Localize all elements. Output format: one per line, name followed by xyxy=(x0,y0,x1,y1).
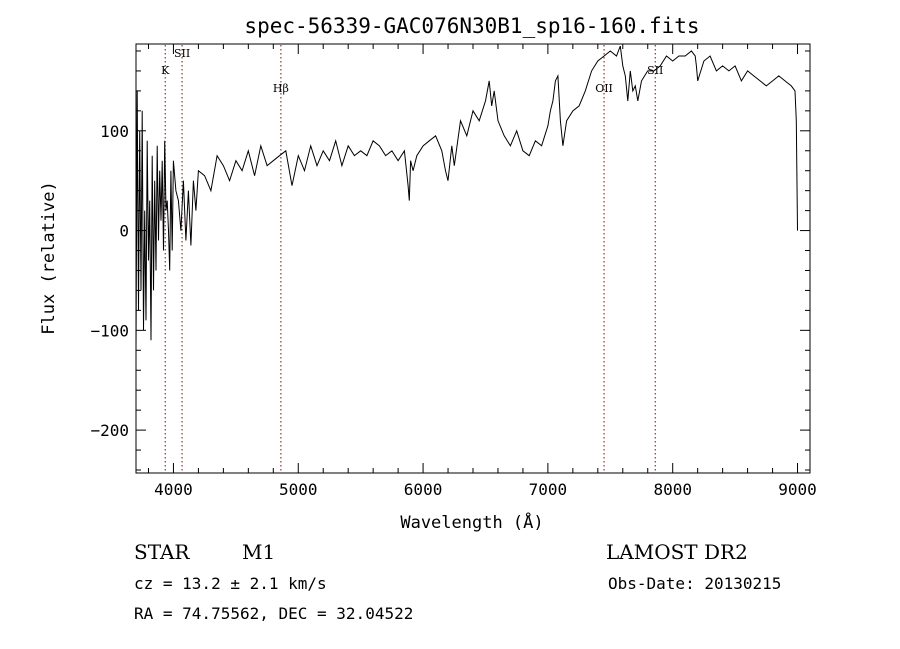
chart-title: spec-56339-GAC076N30B1_sp16-160.fits xyxy=(244,14,699,38)
spectral-line-label: Hβ xyxy=(273,82,289,95)
x-tick-label: 7000 xyxy=(529,480,568,499)
x-axis-label: Wavelength (Å) xyxy=(400,511,543,533)
x-tick-label: 5000 xyxy=(279,480,318,499)
tick-labels: 4000 5000 6000 7000 8000 9000 −200 −100 0 100 xyxy=(90,122,816,499)
object-type: STAR xyxy=(134,540,190,564)
y-tick-label: 0 xyxy=(119,222,129,241)
x-tick-label: 8000 xyxy=(653,480,692,499)
observation-date: Obs-Date: 20130215 xyxy=(608,574,782,593)
spectral-line-label: SII xyxy=(174,47,190,60)
redshift-info: cz = 13.2 ± 2.1 km/s xyxy=(134,574,327,593)
spectrum-series-line xyxy=(135,45,798,351)
x-tick-label: 4000 xyxy=(154,480,193,499)
plot-frame xyxy=(135,43,811,474)
y-tick-label: 100 xyxy=(100,122,129,141)
y-axis-label: Flux (relative) xyxy=(39,181,59,335)
y-tick-label: −200 xyxy=(90,421,129,440)
minor-ticks xyxy=(136,44,810,473)
x-tick-label: 6000 xyxy=(404,480,443,499)
x-tick-label: 9000 xyxy=(778,480,817,499)
object-subclass: M1 xyxy=(242,540,276,564)
y-tick-label: −100 xyxy=(90,321,129,340)
ra-dec-coordinates: RA = 74.75562, DEC = 32.04522 xyxy=(134,604,414,623)
survey-name: LAMOST DR2 xyxy=(606,540,748,564)
major-ticks xyxy=(136,44,810,473)
spectral-line-label: OII xyxy=(595,82,613,95)
spectral-line-label: K xyxy=(161,64,170,77)
